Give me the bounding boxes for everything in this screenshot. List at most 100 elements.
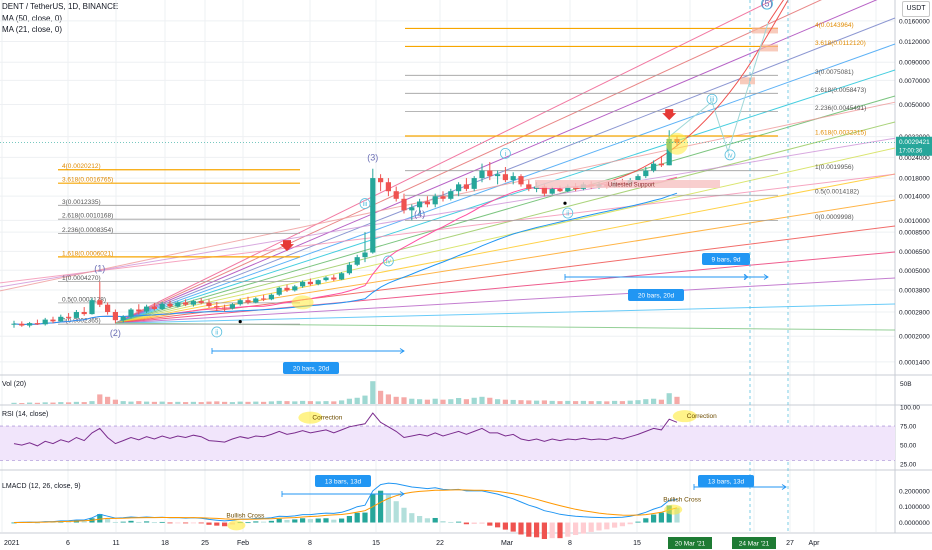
- candle[interactable]: [409, 204, 415, 221]
- lmacd-annotation: Bullish Cross: [663, 497, 702, 504]
- candle[interactable]: [34, 319, 40, 325]
- candle[interactable]: [253, 297, 259, 304]
- candle[interactable]: [463, 178, 469, 192]
- candle[interactable]: [385, 178, 391, 197]
- candle[interactable]: [136, 304, 142, 315]
- candle[interactable]: [424, 196, 430, 208]
- candle[interactable]: [237, 298, 243, 306]
- candle[interactable]: [417, 198, 423, 214]
- candle[interactable]: [112, 309, 118, 324]
- candle[interactable]: [487, 162, 493, 181]
- candle[interactable]: [245, 296, 251, 305]
- candle[interactable]: [331, 274, 337, 282]
- fibonacci-levels: 4(0.0020212) 3.618(0.0016765) 3(0.0012335)…: [58, 22, 866, 325]
- price-tick: 0.0006500: [899, 249, 930, 256]
- lmacd-histogram-bar: [136, 521, 142, 523]
- volume-bar: [27, 402, 33, 404]
- candle[interactable]: [42, 317, 48, 326]
- fan-line: [115, 43, 896, 324]
- candle[interactable]: [518, 174, 524, 187]
- candle[interactable]: [401, 193, 407, 214]
- candle[interactable]: [339, 272, 345, 281]
- candle[interactable]: [456, 182, 462, 197]
- candle[interactable]: [471, 176, 477, 192]
- candle-body: [471, 178, 477, 189]
- ma21-legend[interactable]: MA (21, close, 0): [2, 25, 63, 34]
- rsi-panel: RSI (14, close) Correction Correction 100.0…: [0, 405, 920, 469]
- candle[interactable]: [526, 180, 532, 192]
- candle[interactable]: [198, 298, 204, 305]
- candle[interactable]: [643, 166, 649, 179]
- candle[interactable]: [89, 298, 95, 315]
- candle[interactable]: [510, 172, 516, 185]
- candle[interactable]: [268, 293, 274, 301]
- volume-bar: [323, 401, 329, 404]
- rsi-annotation: Correction: [312, 415, 342, 422]
- candle[interactable]: [346, 262, 352, 275]
- lmacd-histogram-bar: [167, 522, 173, 524]
- lmacd-histogram-bar: [440, 521, 446, 523]
- candle[interactable]: [105, 302, 111, 315]
- candle[interactable]: [378, 174, 384, 192]
- candle[interactable]: [81, 307, 87, 316]
- candle[interactable]: [432, 193, 438, 208]
- candle[interactable]: [393, 186, 399, 202]
- candle[interactable]: [276, 286, 282, 296]
- candle[interactable]: [214, 301, 220, 311]
- fan-line: [115, 173, 896, 324]
- lmacd-histogram-bar: [557, 522, 563, 539]
- candle[interactable]: [315, 279, 321, 286]
- candle[interactable]: [66, 313, 72, 321]
- candle[interactable]: [261, 294, 267, 302]
- fib-level-label: 2.236(0.0045491): [815, 105, 866, 112]
- candle[interactable]: [323, 276, 329, 282]
- candle[interactable]: [284, 284, 290, 292]
- candle[interactable]: [292, 284, 298, 292]
- candle[interactable]: [19, 321, 25, 327]
- candle[interactable]: [370, 168, 376, 254]
- currency-selector[interactable]: USDT: [902, 1, 930, 17]
- rsi-tick: 100.00: [900, 405, 920, 412]
- candle[interactable]: [151, 302, 157, 311]
- candle[interactable]: [27, 321, 33, 328]
- candle[interactable]: [206, 299, 212, 309]
- candle[interactable]: [144, 304, 150, 314]
- candle[interactable]: [495, 170, 501, 185]
- candle[interactable]: [73, 309, 79, 319]
- candle[interactable]: [97, 281, 103, 308]
- candle[interactable]: [440, 191, 446, 202]
- volume-bar: [58, 402, 64, 404]
- candle[interactable]: [651, 160, 657, 173]
- candle[interactable]: [175, 301, 181, 308]
- candle-body: [487, 170, 493, 177]
- candle[interactable]: [58, 314, 64, 322]
- candle[interactable]: [50, 316, 56, 324]
- candle[interactable]: [658, 155, 664, 167]
- candle[interactable]: [300, 280, 306, 288]
- candle[interactable]: [479, 163, 485, 183]
- candle[interactable]: [128, 308, 134, 319]
- candle[interactable]: [354, 254, 360, 267]
- candle[interactable]: [159, 301, 165, 310]
- lmacd-histogram-bar: [651, 514, 657, 523]
- volume-bar: [658, 399, 664, 404]
- sub-wave-circle: [211, 326, 223, 338]
- candle[interactable]: [190, 299, 196, 307]
- volume-bar: [565, 400, 571, 404]
- candle[interactable]: [502, 166, 508, 183]
- candle[interactable]: [362, 232, 368, 263]
- candle-body: [448, 191, 454, 199]
- ma50-legend[interactable]: MA (50, close, 0): [2, 14, 63, 23]
- candle[interactable]: [167, 300, 173, 309]
- candle[interactable]: [307, 278, 313, 286]
- candle[interactable]: [229, 302, 235, 310]
- candle-body: [479, 170, 485, 179]
- candle[interactable]: [183, 299, 189, 307]
- lmacd-histogram-bar: [619, 522, 625, 527]
- candle[interactable]: [11, 320, 17, 328]
- candle[interactable]: [120, 315, 126, 323]
- candle[interactable]: [448, 188, 454, 201]
- fib-level-label: 2.618(0.0058473): [815, 87, 866, 94]
- candle[interactable]: [222, 304, 228, 312]
